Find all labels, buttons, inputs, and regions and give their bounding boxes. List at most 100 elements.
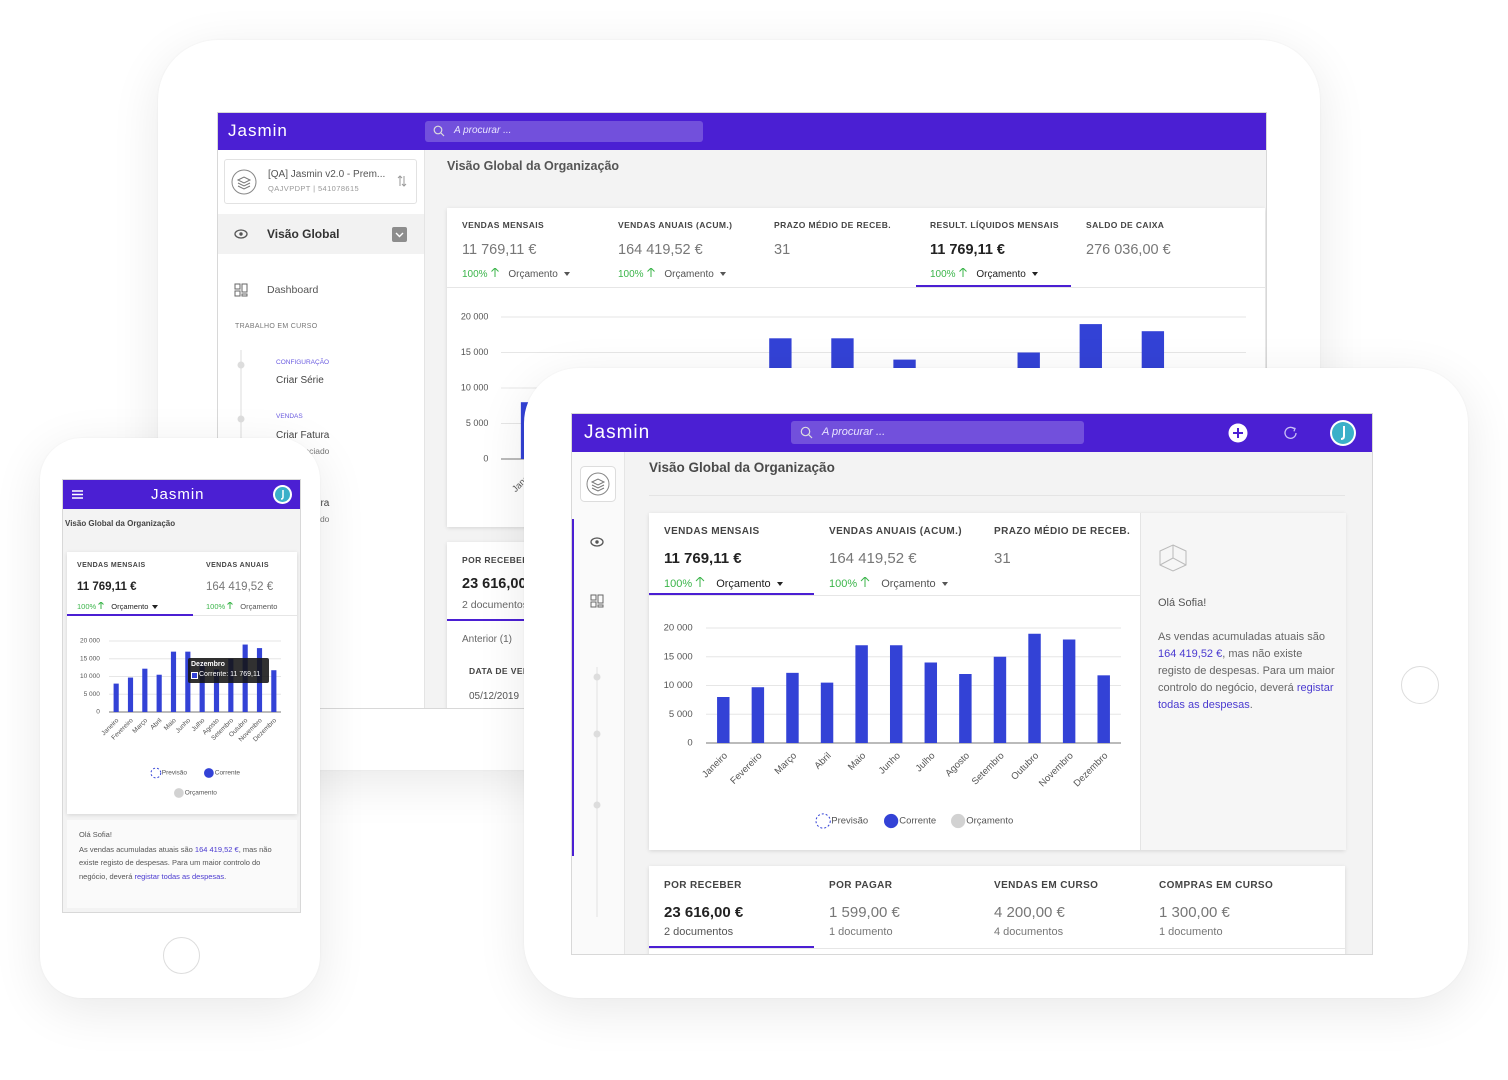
refresh-button[interactable]: [1281, 423, 1301, 443]
x-tick-label: Março: [773, 750, 799, 776]
legend-marker: [204, 768, 214, 778]
expenses-link[interactable]: registar todas as despesas: [1158, 682, 1334, 711]
front-tablet: Jasmin A procurar ... Visão Global da Or…: [524, 368, 1468, 998]
amount: 164 419,52 €: [194, 845, 239, 854]
nav-dashboard[interactable]: Dashboard: [267, 284, 319, 296]
kpi-label: VENDAS ANUAIS (ACUM.): [618, 220, 733, 230]
assistant-panel: Olá Sofia! As vendas acumuladas atuais s…: [1140, 513, 1346, 850]
bar: [751, 687, 765, 743]
search-box[interactable]: A procurar ...: [791, 421, 1084, 444]
task-title[interactable]: Criar Série: [276, 375, 324, 386]
kpi-change: 100% Orçamento: [618, 267, 726, 280]
home-button[interactable]: [1401, 666, 1439, 704]
avatar[interactable]: [272, 484, 293, 505]
task-title[interactable]: Criar Fatura: [276, 430, 330, 441]
bar: [213, 669, 220, 712]
greeting: Olá Sofia!: [79, 830, 112, 839]
bar: [1062, 639, 1076, 743]
kpi-budget[interactable]: Orçamento: [664, 269, 714, 280]
pagination-previous[interactable]: Anterior (1): [462, 634, 513, 645]
brand-logo: Jasmin: [151, 486, 205, 503]
y-tick-label: 20 000: [461, 311, 489, 321]
page-title: Visão Global da Organização: [65, 519, 176, 528]
x-tick-label: Junho: [175, 717, 193, 735]
doc-count: 1 documento: [829, 926, 893, 938]
kpi-change: 100% Orçamento: [77, 601, 159, 611]
kpi-label: PRAZO MÉDIO DE RECEB.: [994, 526, 1131, 537]
company-selector[interactable]: [QA] Jasmin v2.0 - Prem... QAJVPDPT | 54…: [224, 159, 417, 204]
kpi-budget[interactable]: Orçamento: [508, 269, 558, 280]
legend-marker: [150, 767, 162, 779]
x-tick-label: Janeiro: [700, 750, 730, 780]
company-name: [QA] Jasmin v2.0 - Prem...: [268, 169, 386, 180]
bar: [1028, 633, 1041, 743]
legend-marker: [884, 813, 899, 829]
kpi-budget[interactable]: Orçamento: [976, 269, 1026, 280]
collapse-button[interactable]: [392, 227, 407, 242]
work-heading: TRABALHO EM CURSO: [235, 323, 318, 330]
home-button[interactable]: [163, 937, 200, 974]
y-tick-label: 20 000: [664, 623, 693, 634]
eye-icon: [234, 229, 248, 239]
table-header: DATA DE VENCIMENTO: [469, 666, 572, 676]
doc-count: 1 documento: [1159, 926, 1223, 938]
avatar[interactable]: [1329, 419, 1357, 447]
search-box[interactable]: A procurar ...: [425, 121, 703, 142]
kpi-value: 164 419,52 €: [206, 581, 274, 593]
y-tick-label: 0: [483, 453, 488, 463]
x-tick-label: Abril: [812, 750, 833, 771]
header: Jasmin A procurar ...: [218, 113, 1266, 150]
up-arrow: [860, 576, 870, 587]
active-tab-indicator: [649, 946, 814, 948]
search-icon: [433, 125, 445, 137]
kpi-budget[interactable]: Orçamento: [881, 578, 936, 590]
company-icon[interactable]: [580, 466, 616, 502]
up-arrow: [695, 576, 705, 587]
dashboard-icon[interactable]: [590, 594, 604, 608]
phone: Jasmin Visão Global da Organização VENDA…: [40, 438, 320, 998]
kpi-value: 164 419,52 €: [618, 242, 703, 258]
y-tick-label: 15 000: [80, 655, 100, 662]
eye-icon[interactable]: [590, 537, 604, 547]
chart: 0 5 000 10 000 15 000 20 000 JaneiroFevereiro…: [664, 623, 1121, 829]
y-tick-label: 10 000: [80, 673, 100, 680]
nav-visao-global[interactable]: Visão Global: [218, 214, 424, 254]
y-tick-label: 5 000: [669, 709, 693, 720]
message-card: Olá Sofia! As vendas acumuladas atuais s…: [67, 820, 297, 908]
doc-value: 1 599,00 €: [829, 904, 900, 921]
documents-card: [649, 866, 1345, 954]
active-tab-indicator: [67, 614, 193, 616]
bar: [156, 674, 162, 712]
front-screen: Jasmin A procurar ... Visão Global da Or…: [571, 413, 1373, 955]
bar: [855, 645, 868, 743]
kpi-value: 31: [994, 550, 1011, 567]
doc-label: COMPRAS EM CURSO: [1159, 880, 1274, 891]
kpi-label: VENDAS MENSAIS: [664, 526, 760, 537]
add-button[interactable]: [1227, 422, 1249, 444]
legend-label: Orçamento: [966, 816, 1013, 827]
divider: [447, 287, 1265, 288]
active-tab-indicator: [649, 593, 814, 595]
kpi-change: 100% Orçamento: [930, 267, 1038, 280]
assistant-icon: [1159, 544, 1187, 572]
kpi-budget[interactable]: Orçamento: [111, 602, 149, 611]
menu-icon[interactable]: [72, 490, 83, 499]
message-text: , mas não existe registo de despesas. Pa…: [79, 845, 272, 881]
divider: [649, 495, 1345, 496]
kpi-value: 11 769,11 €: [664, 550, 742, 567]
company-id: QAJVPDPT | 541078615: [268, 184, 360, 193]
greeting: Olá Sofia!: [1158, 597, 1207, 609]
kpi-percent: 100%: [829, 578, 858, 590]
expenses-link[interactable]: registar todas as despesas: [134, 871, 225, 881]
doc-count: 4 documentos: [994, 926, 1064, 938]
bar: [959, 674, 972, 743]
brand-logo: Jasmin: [584, 422, 651, 443]
brand-logo: Jasmin: [228, 121, 288, 140]
x-tick-label: Abril: [149, 717, 164, 732]
kpi-budget[interactable]: Orçamento: [716, 578, 771, 590]
task-group: CONFIGURAÇÃO: [276, 359, 330, 366]
message: As vendas acumuladas atuais são 164 419,…: [1158, 629, 1336, 714]
kpi-budget[interactable]: Orçamento: [240, 602, 278, 611]
y-tick-label: 15 000: [664, 651, 693, 662]
kpi-percent: 100%: [206, 602, 226, 611]
